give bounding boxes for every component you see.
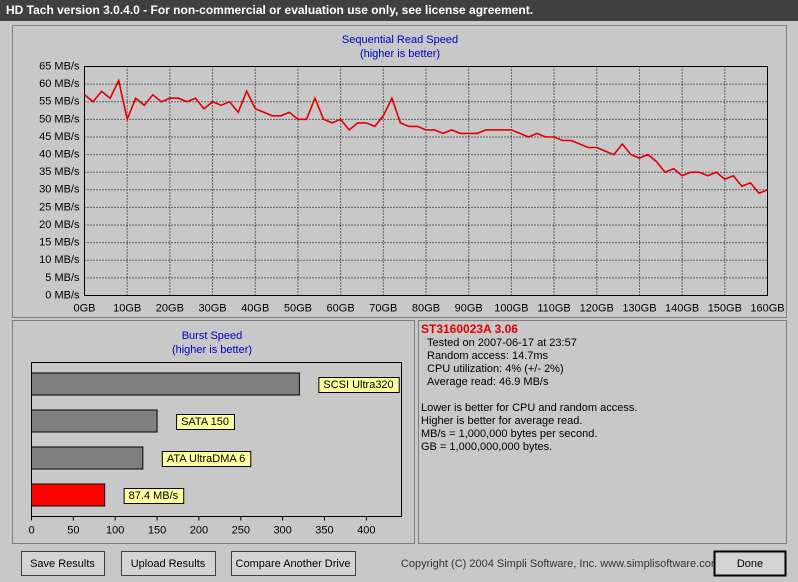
x-tick-label: 100GB [494,302,528,314]
info-panel [418,320,787,544]
x-tick-label: 110GB [537,302,570,314]
label-box [161,451,252,467]
info-detail: Tested on 2007-06-17 at 23:57 [427,337,577,349]
x-tick-label: 70GB [369,302,397,314]
x-tick-label: 30GB [198,302,226,314]
label-box [318,377,400,393]
button[interactable] [121,551,216,576]
button-label[interactable]: Upload Results [131,558,206,570]
x-tick-label: 50GB [284,302,312,314]
x-tick-label: 150GB [708,302,742,314]
x-tick-label: 160GB [750,302,784,314]
button-label[interactable]: Save Results [30,558,95,570]
bar [31,483,106,507]
info-detail: CPU utilization: 4% (+/- 2%) [427,363,564,375]
chart-subtitle: (higher is better) [172,344,252,356]
bar [31,372,300,396]
x-tick-label: 350 [315,524,333,536]
x-tick-label: 80GB [412,302,440,314]
x-tick-label: 10GB [113,302,141,314]
x-tick-label: 140GB [665,302,699,314]
info-detail: Average read: 46.9 MB/s [427,376,549,388]
y-tick-label: 30 MB/s [39,184,80,196]
y-tick-label: 60 MB/s [39,78,80,90]
x-tick-label: 120GB [580,302,614,314]
bar-label: SCSI Ultra320 [323,379,393,391]
bar-label: SATA 150 [181,416,229,428]
y-tick-label: 65 MB/s [39,60,80,72]
bar-label: 87.4 MB/s [129,490,179,502]
x-tick-label: 400 [357,524,375,536]
y-tick-label: 25 MB/s [39,201,80,213]
info-detail: Random access: 14.7ms [427,350,549,362]
done-button-label[interactable]: Done [737,558,763,570]
x-tick-label: 150 [148,524,166,536]
chart-subtitle: (higher is better) [360,48,440,60]
button-label[interactable]: Compare Another Drive [236,558,351,570]
bar [31,446,144,470]
x-tick-label: 40GB [241,302,269,314]
x-tick-label: 90GB [455,302,483,314]
label-box [176,414,235,430]
window-title: HD Tach version 3.0.4.0 - For non-commer… [6,3,533,17]
x-tick-label: 0GB [73,302,95,314]
data-line [83,78,768,195]
info-note: MB/s = 1,000,000 bytes per second. [421,428,597,440]
y-tick-label: 5 MB/s [45,272,80,284]
info-note: GB = 1,000,000,000 bytes. [421,441,552,453]
y-tick-label: 10 MB/s [39,254,80,266]
y-tick-label: 55 MB/s [39,96,80,108]
chart-title: Sequential Read Speed [342,34,458,46]
read-panel [12,25,787,318]
x-tick-label: 300 [273,524,291,536]
y-tick-label: 35 MB/s [39,166,80,178]
x-tick-label: 200 [190,524,208,536]
button[interactable] [231,551,356,576]
drive-name: ST3160023A 3.06 [421,322,518,336]
y-tick-label: 50 MB/s [39,113,80,125]
button[interactable] [21,551,105,576]
copyright: Copyright (C) 2004 Simpli Software, Inc.… [401,558,720,570]
x-tick-label: 250 [232,524,250,536]
x-tick-label: 100 [106,524,124,536]
y-tick-label: 0 MB/s [45,289,80,301]
x-tick-label: 0 [28,524,34,536]
bar-label: ATA UltraDMA 6 [167,453,245,465]
y-tick-label: 20 MB/s [39,219,80,231]
burst-plot-area [31,362,402,517]
x-tick-label: 130GB [622,302,656,314]
bar [31,409,158,433]
title-bar [0,0,798,21]
info-note: Higher is better for average read. [421,415,582,427]
y-tick-label: 45 MB/s [39,131,80,143]
y-tick-label: 15 MB/s [39,237,80,249]
label-box [123,488,185,504]
x-tick-label: 60GB [327,302,355,314]
x-tick-label: 20GB [156,302,184,314]
x-tick-label: 50 [67,524,79,536]
info-note: Lower is better for CPU and random acces… [421,402,637,414]
y-tick-label: 40 MB/s [39,148,80,160]
done-button[interactable] [713,550,787,577]
chart-title: Burst Speed [182,330,243,342]
